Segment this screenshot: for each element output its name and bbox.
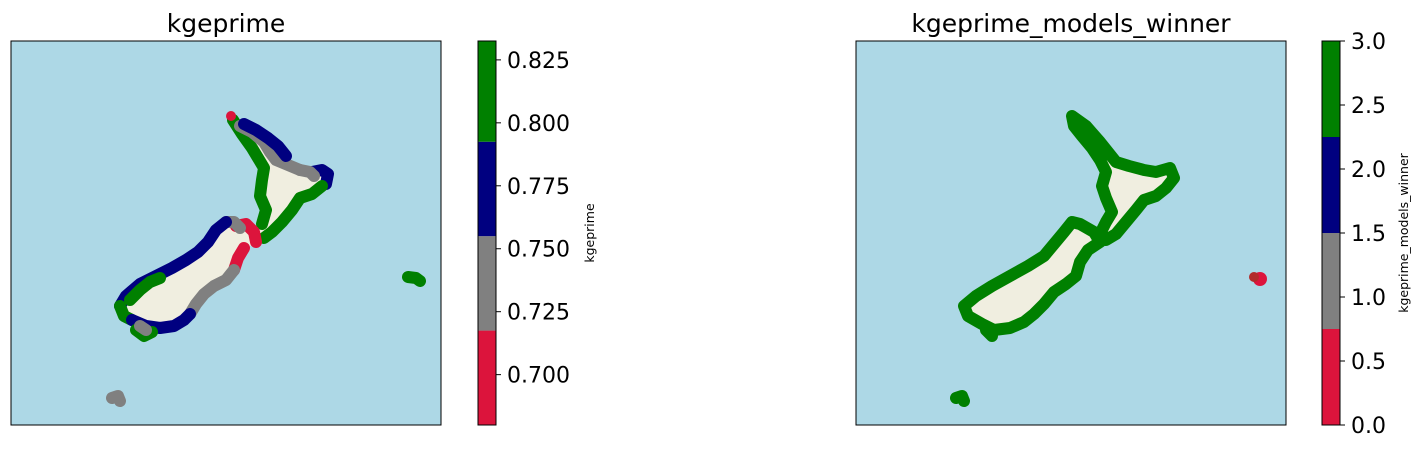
station-segment-gray — [184, 264, 240, 320]
colorbar-tick-label: 2.0 — [1351, 158, 1386, 183]
station-segment-green — [980, 324, 998, 342]
station-segment-green — [124, 272, 166, 306]
colorbar-tick-label: 0.725 — [507, 301, 570, 326]
colorbar-tick-label: 0.700 — [507, 364, 570, 389]
colorbar: 0.0 0.5 1.0 1.5 2.0 2.5 3.0 — [1321, 30, 1386, 439]
colorbar-tick-label: 0.825 — [507, 49, 570, 74]
station-segment-green — [950, 390, 970, 407]
colorbar-tick-label: 1.5 — [1351, 222, 1386, 247]
colorbar-band — [478, 41, 496, 142]
colorbar-label: kgeprime_models_winner — [1396, 152, 1411, 312]
station-marker-red — [1249, 272, 1259, 282]
colorbar-tick-label: 0.750 — [507, 238, 570, 263]
colorbar-band — [1322, 329, 1340, 425]
station-segment-green — [402, 271, 426, 287]
panel-title: kgeprime — [167, 9, 286, 38]
colorbar-band — [1322, 233, 1340, 329]
station-segment-gray — [106, 390, 126, 407]
colorbar-tick-label: 0.775 — [507, 175, 570, 200]
colorbar-tick-label: 1.0 — [1351, 286, 1386, 311]
colorbar-band — [1322, 137, 1340, 233]
colorbar-band — [478, 236, 496, 331]
colorbar-tick-label: 0.0 — [1351, 414, 1386, 439]
station-marker-red — [226, 111, 236, 121]
station-markers — [950, 110, 1180, 407]
colorbar-frame — [477, 40, 497, 426]
colorbar-band — [1322, 41, 1340, 137]
colorbar-tick-label: 0.5 — [1351, 350, 1386, 375]
colorbar-tick-label: 3.0 — [1351, 30, 1386, 55]
station-markers — [106, 111, 426, 407]
map-panel-kgeprime-models-winner: kgeprime_models_winner 0.0 0.5 1.0 1.5 2.0 2.… — [855, 9, 1411, 439]
station-segment-gray — [134, 320, 152, 336]
colorbar-tick-label: 0.800 — [507, 112, 570, 137]
colorbar-band — [478, 141, 496, 237]
colorbar-band — [478, 330, 496, 425]
panel-title: kgeprime_models_winner — [911, 9, 1231, 38]
colorbar-tick-label: 2.5 — [1351, 94, 1386, 119]
station-ring-north-island — [1066, 110, 1180, 246]
colorbar: 0.700 0.725 0.750 0.775 0.800 0.825 — [477, 40, 570, 426]
station-segment-green — [258, 180, 328, 244]
station-segment-navy — [238, 118, 292, 162]
station-segment-gray — [294, 164, 320, 182]
map-panel-kgeprime: kgeprime 0.7000.7250.7500.7750.8000.825 … — [10, 9, 597, 426]
colorbar-label: kgeprime — [582, 203, 597, 263]
station-segment-green — [227, 114, 272, 230]
